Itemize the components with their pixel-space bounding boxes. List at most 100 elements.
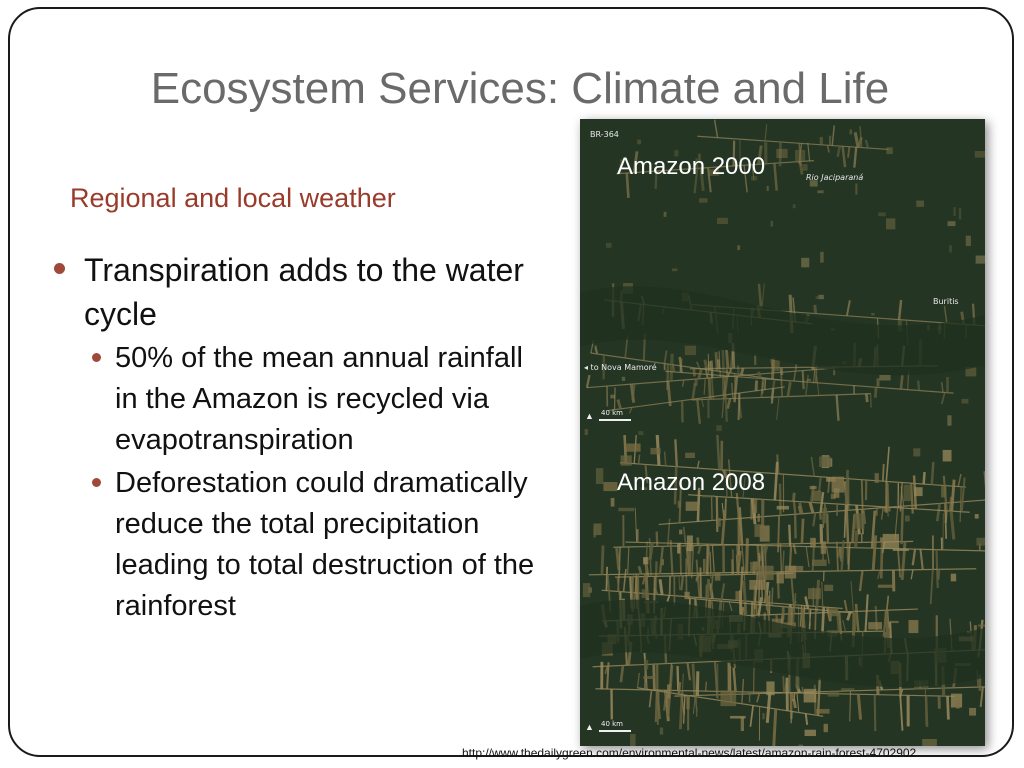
cleared-patch: [610, 394, 615, 399]
clearing-branch: [691, 382, 697, 400]
cleared-patch: [796, 676, 800, 690]
clearing-branch: [705, 681, 707, 692]
clearing-branch: [897, 548, 902, 578]
clearing-branch: [725, 468, 728, 498]
cleared-patch: [643, 675, 656, 679]
clearing-road: [586, 367, 835, 389]
clearing-branch: [695, 572, 701, 581]
clearing-branch: [846, 542, 849, 565]
clearing-branch: [930, 461, 935, 485]
satellite-map-2000-graphic: [580, 119, 985, 435]
clearing-branch: [743, 165, 748, 193]
clearing-branch: [924, 695, 929, 727]
clearing-road: [619, 462, 966, 488]
cleared-patch: [879, 374, 891, 381]
cleared-patch: [641, 589, 649, 598]
cleared-patch: [685, 452, 695, 459]
cleared-patch: [762, 713, 765, 720]
cleared-patch: [817, 190, 824, 194]
clearing-branch: [777, 515, 780, 553]
clearing-branch: [663, 350, 668, 364]
clearing-branch: [879, 541, 884, 579]
clearing-branch: [810, 456, 816, 477]
clearing-branch: [663, 451, 667, 466]
cleared-patch: [824, 584, 834, 592]
cleared-patch: [949, 245, 952, 253]
clearing-branch: [790, 711, 793, 724]
clearing-branch: [627, 546, 630, 575]
clearing-branch: [655, 531, 659, 547]
clearing-branch: [897, 299, 903, 320]
clearing-branch: [697, 368, 703, 379]
clearing-branch: [680, 575, 685, 591]
clearing-branch: [691, 663, 697, 696]
cleared-patch: [879, 537, 884, 542]
cleared-patch: [903, 484, 912, 502]
cleared-patch: [593, 527, 597, 538]
clearing-branch: [624, 336, 629, 359]
clearing-branch: [730, 382, 734, 399]
clearing-branch: [585, 374, 591, 388]
clearing-branch: [792, 543, 797, 555]
cleared-patch: [961, 398, 969, 404]
scale-bar: ▲ 40 km: [585, 720, 631, 738]
clearing-road: [665, 370, 954, 394]
cleared-patch: [757, 565, 774, 581]
cleared-patch: [822, 508, 828, 524]
clearing-branch: [949, 510, 956, 540]
sub-bullet-item: 50% of the mean annual rainfall in the A…: [52, 338, 552, 461]
clearing-branch: [720, 583, 726, 602]
clearing-branch: [668, 665, 674, 693]
cleared-patch: [759, 525, 770, 542]
cleared-patch: [636, 529, 639, 542]
cleared-patch: [784, 565, 797, 579]
cleared-patch: [643, 557, 649, 565]
cleared-patch: [819, 137, 823, 145]
clearing-branch: [825, 546, 830, 564]
cleared-patch: [595, 468, 604, 485]
clearing-branch: [703, 378, 706, 395]
clearing-branch: [935, 503, 941, 522]
clearing-branch: [959, 486, 962, 523]
clearing-branch: [821, 606, 826, 634]
clearing-branch: [628, 407, 633, 414]
clearing-branch: [787, 381, 791, 397]
clearing-branch: [682, 526, 687, 546]
clearing-branch: [960, 477, 966, 512]
cleared-patch: [830, 493, 836, 500]
clearing-branch: [899, 482, 903, 512]
clearing-branch: [801, 370, 805, 390]
cleared-patch: [942, 449, 952, 462]
cleared-patch: [663, 211, 667, 217]
clearing-branch: [713, 119, 719, 138]
clearing-branch: [745, 538, 749, 575]
cleared-patch: [941, 486, 947, 498]
clearing-branch: [886, 595, 890, 611]
cleared-patch: [855, 183, 858, 195]
cleared-patch: [776, 505, 790, 510]
cleared-patch: [766, 681, 775, 696]
clearing-branch: [877, 570, 881, 580]
cleared-patch: [804, 729, 816, 737]
clearing-branch: [654, 690, 658, 723]
cleared-patch: [849, 129, 853, 135]
clearing-branch: [856, 694, 863, 720]
clearing-branch: [637, 565, 643, 575]
clearing-branch: [695, 158, 699, 169]
cleared-patch: [754, 524, 764, 537]
clearing-branch: [637, 454, 641, 465]
clearing-branch: [600, 545, 605, 575]
cleared-patch: [819, 456, 831, 467]
clearing-branch: [716, 359, 721, 369]
source-url[interactable]: http://www.thedailygreen.com/environment…: [462, 746, 917, 760]
clearing-road: [588, 568, 977, 576]
cleared-patch: [828, 608, 839, 617]
clearing-branch: [816, 376, 820, 396]
cleared-patch: [876, 378, 880, 387]
cleared-patch: [874, 473, 879, 483]
clearing-branch: [779, 367, 784, 376]
cleared-patch: [620, 159, 623, 163]
clearing-branch: [936, 569, 941, 580]
cleared-patch: [750, 176, 758, 181]
clearing-branch: [847, 542, 851, 570]
